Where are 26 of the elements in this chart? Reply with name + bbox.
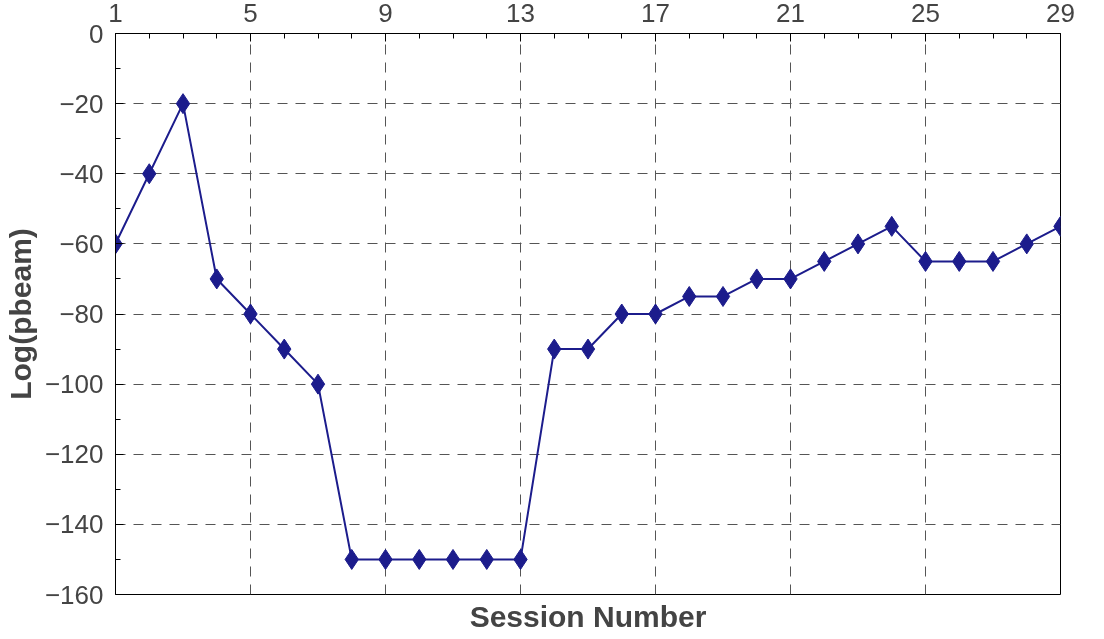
point (445, 548, 461, 570)
x-tick-label: 21 (776, 0, 805, 28)
x-tick-label: 17 (641, 0, 670, 28)
x-axis-title: Session Number (469, 599, 707, 633)
point (985, 250, 1001, 272)
x-tick-label: 29 (1046, 0, 1075, 28)
y-tick-label: −100 (44, 369, 104, 400)
y-tick-label: −20 (59, 88, 104, 119)
point (850, 233, 866, 255)
y-tick-label: −60 (59, 228, 104, 259)
point (175, 93, 191, 115)
x-tick-label: 13 (506, 0, 535, 28)
x-tick-label: 25 (911, 0, 940, 28)
y-tick-label: −160 (44, 579, 104, 610)
x-tick-label: 5 (243, 0, 258, 28)
point (310, 373, 326, 395)
point (715, 285, 731, 307)
y-tick-label: −40 (59, 158, 104, 189)
point (580, 338, 596, 360)
y-tick-label: 0 (89, 18, 104, 49)
x-tick-label: 9 (378, 0, 393, 28)
y-tick-label: −140 (44, 509, 104, 540)
y-tick-label: −80 (59, 299, 104, 329)
y-tick-label: −120 (44, 439, 104, 470)
x-tick-label: 1 (108, 0, 123, 28)
y-axis-title: Log(pbeam) (3, 228, 37, 400)
